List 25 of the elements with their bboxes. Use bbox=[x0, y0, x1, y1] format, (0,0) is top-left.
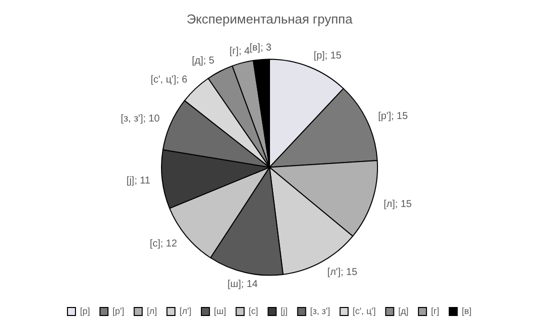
legend-label: [з, з'] bbox=[310, 306, 330, 316]
legend-label: [р'] bbox=[112, 306, 124, 316]
data-label: [л']; 15 bbox=[327, 267, 358, 278]
legend-label: [д] bbox=[398, 306, 408, 316]
data-label: [в]; 3 bbox=[249, 42, 272, 54]
data-label: [j]; 11 bbox=[126, 176, 151, 187]
legend-label: [в] bbox=[462, 306, 472, 316]
data-label: [л]; 15 bbox=[384, 199, 412, 210]
legend-label: [с', ц'] bbox=[352, 306, 376, 316]
data-label: [р']; 15 bbox=[378, 110, 408, 122]
legend-label: [г] bbox=[430, 306, 440, 316]
legend-label: [j] bbox=[280, 306, 288, 316]
legend-label: [л'] bbox=[179, 306, 192, 316]
data-label: [р]; 15 bbox=[314, 50, 342, 62]
legend-label: [с] bbox=[248, 306, 258, 316]
legend-label: [р] bbox=[80, 306, 90, 316]
data-label: [д]; 5 bbox=[192, 55, 215, 66]
data-label: [г]; 4 bbox=[229, 46, 250, 57]
data-label: [з, з']; 10 bbox=[120, 114, 160, 125]
data-label: [с', ц']; 6 bbox=[150, 74, 188, 86]
legend-label: [ш] bbox=[214, 306, 226, 316]
legend-label: [л] bbox=[146, 306, 157, 316]
chart-title: Экспериментальная группа bbox=[186, 11, 354, 26]
data-label: [с]; 12 bbox=[150, 238, 178, 250]
data-label: [ш]; 14 bbox=[227, 278, 258, 290]
